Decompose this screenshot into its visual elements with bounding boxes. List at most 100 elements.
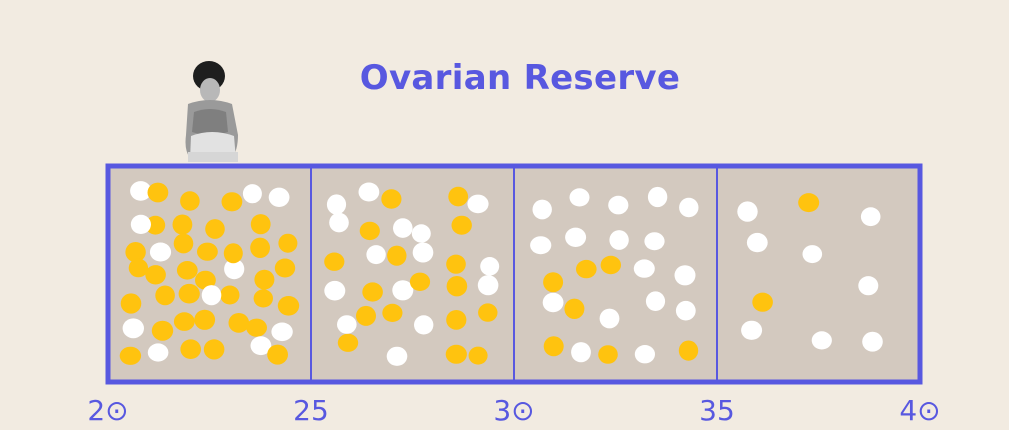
white-egg-dot <box>645 291 666 312</box>
yellow-egg-dot <box>678 340 699 361</box>
yellow-egg-dot <box>221 192 243 212</box>
seated-woman-figure-icon <box>185 61 238 162</box>
white-egg-dot <box>802 245 823 264</box>
yellow-egg-dot <box>120 293 142 314</box>
white-egg-dot <box>746 232 768 253</box>
yellow-egg-dot <box>359 221 380 241</box>
yellow-egg-dot <box>178 283 200 304</box>
white-egg-dot <box>149 242 172 262</box>
white-egg-dot <box>858 276 879 296</box>
white-egg-dot <box>271 322 293 342</box>
yellow-egg-dot <box>180 191 200 211</box>
white-egg-dot <box>412 242 434 263</box>
yellow-egg-dot <box>387 245 407 266</box>
yellow-egg-dot <box>274 258 296 278</box>
yellow-egg-dot <box>194 309 216 330</box>
white-egg-dot <box>674 265 696 286</box>
white-egg-dot <box>224 258 245 280</box>
white-egg-dot <box>633 259 655 278</box>
yellow-egg-dot <box>176 261 198 280</box>
yellow-egg-dot <box>246 318 267 337</box>
yellow-egg-dot <box>381 189 402 209</box>
yellow-egg-dot <box>278 233 298 253</box>
yellow-egg-dot <box>145 265 166 285</box>
white-egg-dot <box>647 186 668 208</box>
yellow-egg-dot <box>598 345 618 364</box>
white-egg-dot <box>324 280 346 301</box>
white-egg-dot <box>358 182 380 202</box>
yellow-egg-dot <box>119 346 142 365</box>
yellow-egg-dot <box>220 285 240 305</box>
yellow-egg-dot <box>445 344 467 364</box>
yellow-egg-dot <box>223 243 243 264</box>
diagram-title: Ovarian Reserve <box>359 58 681 98</box>
white-egg-dot <box>737 201 758 222</box>
white-egg-dot <box>644 232 665 251</box>
yellow-egg-dot <box>125 242 146 263</box>
white-egg-dot <box>599 308 620 329</box>
yellow-egg-dot <box>128 258 149 278</box>
white-egg-dot <box>634 345 656 364</box>
age-panel-35-40 <box>717 166 920 382</box>
yellow-egg-dot <box>172 214 193 235</box>
white-egg-dot <box>862 331 883 352</box>
yellow-egg-dot <box>382 303 403 322</box>
yellow-egg-dot <box>446 310 467 330</box>
white-egg-dot <box>250 336 272 356</box>
axis-tick-label: 4⊙ <box>899 394 940 427</box>
white-egg-dot <box>542 292 564 313</box>
yellow-egg-dot <box>468 346 488 365</box>
yellow-egg-dot <box>451 215 472 235</box>
white-egg-dot <box>565 227 587 247</box>
white-egg-dot <box>467 194 489 214</box>
axis-tick-label: 2⊙ <box>87 394 128 427</box>
white-egg-dot <box>675 300 696 321</box>
white-egg-dot <box>329 212 349 233</box>
yellow-egg-dot <box>543 336 564 357</box>
white-egg-dot <box>741 320 763 340</box>
yellow-egg-dot <box>205 219 225 239</box>
yellow-egg-dot <box>173 312 195 331</box>
yellow-egg-dot <box>478 303 498 322</box>
white-egg-dot <box>609 230 629 250</box>
yellow-egg-dot <box>228 313 250 333</box>
white-egg-dot <box>532 199 552 220</box>
white-egg-dot <box>201 285 222 306</box>
white-egg-dot <box>569 188 590 207</box>
yellow-egg-dot <box>195 270 216 290</box>
yellow-egg-dot <box>197 242 218 261</box>
white-egg-dot <box>414 315 434 335</box>
white-egg-dot <box>366 245 386 265</box>
white-egg-dot <box>392 280 414 301</box>
yellow-egg-dot <box>576 259 597 279</box>
yellow-egg-dot <box>253 289 273 308</box>
yellow-egg-dot <box>254 269 275 290</box>
white-egg-dot <box>480 257 500 276</box>
yellow-egg-dot <box>564 298 585 319</box>
white-egg-dot <box>811 331 832 350</box>
yellow-egg-dot <box>173 233 194 254</box>
white-egg-dot <box>608 195 629 215</box>
yellow-egg-dot <box>250 214 271 235</box>
yellow-egg-dot <box>752 292 773 312</box>
white-egg-dot <box>393 218 413 238</box>
white-egg-dot <box>326 194 347 215</box>
white-egg-dot <box>386 346 408 366</box>
yellow-egg-dot <box>448 186 469 207</box>
yellow-egg-dot <box>145 215 166 235</box>
yellow-egg-dot <box>267 344 288 365</box>
white-egg-dot <box>122 318 144 339</box>
yellow-egg-dot <box>446 276 468 297</box>
white-egg-dot <box>530 236 552 255</box>
white-egg-dot <box>147 343 169 362</box>
axis-tick-label: 3⊙ <box>493 394 534 427</box>
white-egg-dot <box>679 197 699 218</box>
white-egg-dot <box>411 224 431 243</box>
yellow-egg-dot <box>600 255 621 275</box>
yellow-egg-dot <box>250 237 270 258</box>
yellow-egg-dot <box>798 193 820 213</box>
white-egg-dot <box>130 214 151 234</box>
white-egg-dot <box>477 275 499 296</box>
yellow-egg-dot <box>337 333 359 352</box>
